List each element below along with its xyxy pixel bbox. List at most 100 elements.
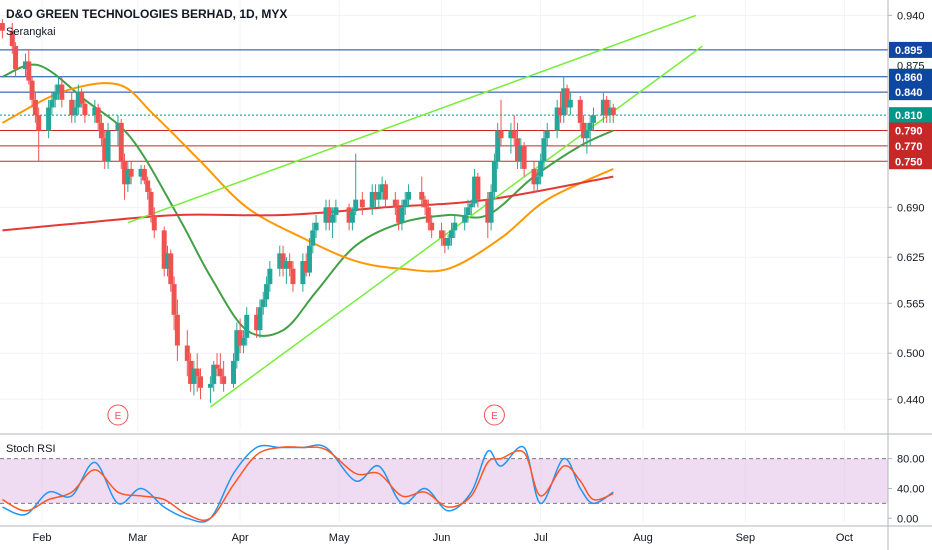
candle-body [531,168,537,185]
candle-body [9,30,15,47]
candle-body [584,130,590,139]
candle-body [607,107,613,116]
price-level-tag-label: 0.790 [895,126,923,138]
candle-body [214,364,220,369]
candle-body [462,215,468,223]
candle-body [439,230,445,239]
candle-body [521,145,527,169]
candle-body [122,161,128,185]
candle-body [472,176,478,204]
candle-body [561,88,567,116]
candle-body [102,138,108,162]
candle-body [600,99,606,116]
candle-body [161,230,167,269]
candle-body [267,268,273,285]
price-level-tag [889,68,932,85]
candle-body [168,253,174,285]
candle-body [376,191,382,200]
candle-body [52,92,58,100]
candle-body [534,176,540,185]
candle-body [310,230,316,246]
indicator-name: Serangkai [6,26,56,38]
candle-body [36,115,42,131]
candle-body [406,191,412,200]
candle-body [511,130,517,139]
candle-body [577,99,583,123]
candle-body [141,168,147,181]
time-tick-label: Apr [232,532,249,544]
candle-body [29,80,35,100]
candle-body [56,84,62,93]
stoch-tick-label: 80.00 [897,454,925,466]
candle-body [148,191,154,215]
price-tick-label: 0.440 [897,394,925,406]
candle-body [254,314,260,331]
candle-body [419,191,425,200]
candle-body [287,261,293,269]
candle-body [95,107,101,123]
price-tick-label: 0.625 [897,252,925,264]
candle-body [22,61,28,70]
earnings-event-label: E [115,411,122,422]
candle-body [567,99,573,108]
time-tick-label: May [329,532,350,544]
time-tick-label: Oct [836,532,853,544]
candle-body [237,330,243,346]
candle-body [396,207,402,223]
price-level-tag [889,122,932,139]
earnings-event-label: E [491,411,498,422]
candle-body [240,337,246,346]
candle-body [475,176,481,200]
candle-body [115,122,121,131]
candle-body [69,99,75,116]
candle-body [13,46,19,70]
stoch-rsi-pane [0,440,888,523]
moving-average-ma_short [2,63,614,337]
candle-body [313,222,319,231]
candle-body [0,23,5,31]
price-level-tag [889,41,932,58]
candle-body [145,180,151,192]
candle-body [353,199,359,212]
moving-average-ma_mid [1,82,614,273]
price-level-tag-label: 0.840 [895,87,923,99]
candle-body [207,383,213,388]
time-tick-label: Aug [633,532,653,544]
candle-body [98,122,104,139]
candle-body [330,215,336,223]
trend-line-0 [127,14,697,224]
candle-body [26,61,32,81]
candle-body [369,191,375,208]
candle-body [231,360,237,384]
candle-body [264,284,270,300]
candle-body [260,299,266,308]
candle-body [452,222,458,231]
candle-body [221,376,227,384]
candle-body [151,215,157,231]
price-level-tag [889,137,932,154]
candle-body [564,88,570,108]
candle-body [92,107,98,116]
candle-body [211,364,217,384]
earnings-event-marker [483,404,505,426]
candle-body [234,330,240,361]
candle-body [105,130,111,162]
candle-body [491,161,497,192]
price-level-tag-label: 0.810 [895,110,923,122]
candle-body [425,207,431,223]
candle-body [128,168,134,177]
candle-body [326,207,332,223]
candle-body [46,107,52,131]
candle-body [82,103,88,116]
price-level-tag-label: 0.860 [895,72,923,84]
stoch-line-stoch_k [2,444,614,523]
price-level-tag [889,107,932,124]
candle-body [257,307,263,331]
stoch-tick-label: 40.00 [897,483,925,495]
price-level-tag [889,84,932,101]
candle-body [184,345,190,361]
time-tick-label: Jul [534,532,548,544]
